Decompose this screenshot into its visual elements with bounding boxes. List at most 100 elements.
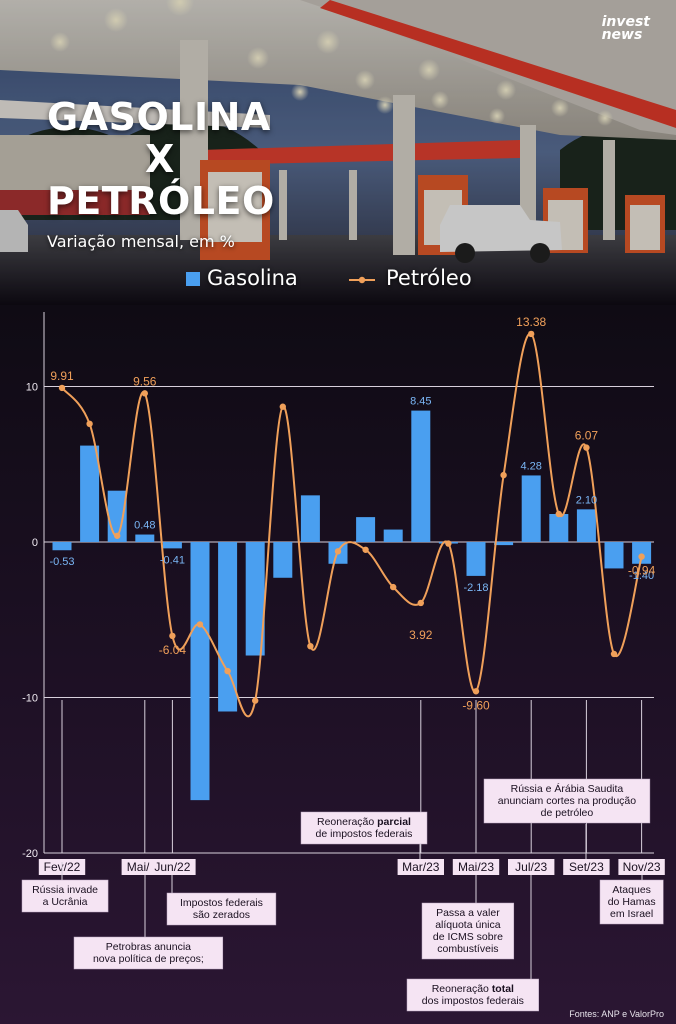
- annotation-text: a Ucrânia: [43, 896, 88, 908]
- gasolina-bar: [466, 542, 486, 576]
- x-tick-label: Jun/22: [154, 860, 190, 874]
- title-line-1: GASOLINA: [47, 95, 271, 139]
- gasolina-bar: [190, 542, 210, 801]
- petroleo-data-label: 6.07: [575, 429, 599, 443]
- annotation-box: [166, 892, 277, 926]
- gasolina-bar: [52, 542, 72, 551]
- petroleo-point: [555, 510, 562, 518]
- annotation-text-segment: Reoneração: [432, 983, 492, 995]
- annotation-text: combustíveis: [437, 943, 498, 955]
- gasolina-bar: [162, 542, 182, 549]
- petroleo-data-label: 9.56: [133, 374, 157, 388]
- annotation-text-segment: Reoneração: [317, 816, 377, 828]
- annotation-text: Passa a valer: [436, 907, 500, 919]
- petroleo-point: [500, 471, 507, 479]
- gasolina-data-label: -0.53: [49, 556, 74, 568]
- petroleo-data-label: 9.91: [50, 369, 74, 383]
- petroleo-point: [334, 548, 342, 555]
- gasolina-bar: [273, 542, 293, 578]
- x-tick-box: [149, 859, 196, 875]
- line-layer: [58, 330, 645, 718]
- x-tick-box: [563, 859, 610, 875]
- annotation-text: em Israel: [610, 908, 653, 920]
- brand-logo: invest news: [601, 14, 650, 43]
- petroleo-point: [362, 546, 369, 553]
- annotation-text-segment: total: [492, 983, 514, 995]
- annotation-text: Rússia invade: [32, 884, 98, 896]
- annotation-text: Ataques: [612, 884, 651, 896]
- gasolina-data-label: -1.40: [629, 570, 654, 582]
- annotation-text-segment: alíquota única: [435, 919, 501, 931]
- petroleo-point: [86, 420, 93, 428]
- x-tick-box: [508, 859, 555, 875]
- petroleo-point: [417, 599, 424, 607]
- petroleo-point: [472, 688, 480, 695]
- annotation-box: [73, 936, 224, 970]
- source-note: Fontes: ANP e ValorPro: [569, 1009, 664, 1019]
- annotation-text: Petrobras anuncia: [106, 941, 191, 953]
- gasolina-data-label: 2.10: [576, 494, 597, 506]
- gasolina-data-label: -2.18: [463, 582, 488, 594]
- gas-station-illustration: [0, 0, 676, 305]
- gasolina-data-label: 8.45: [410, 396, 431, 408]
- chart-area: 10 0 -10 -20 -0.53 0.48 -0.41 8.45 -2.18 4.28 2.1…: [21, 312, 665, 1012]
- subtitle: Variação mensal, em %: [47, 232, 235, 251]
- gasolina-data-label: 0.48: [134, 520, 155, 532]
- grid-layer: 10 0 -10 -20: [22, 312, 654, 860]
- x-tick-box: [452, 859, 500, 875]
- petroleo-point: [224, 667, 231, 675]
- gasolina-bar: [494, 542, 514, 546]
- annotation-text-segment: dos impostos federais: [422, 995, 524, 1007]
- annotation-text-segment: em Israel: [610, 908, 653, 920]
- annotation-text-segment: parcial: [377, 816, 411, 828]
- annotation-text-segment: Impostos federais: [180, 897, 263, 909]
- y-tick-label: 0: [32, 537, 38, 549]
- gasolina-bar: [549, 514, 569, 542]
- gasolina-bar: [521, 475, 541, 542]
- petroleo-data-label: -0.94: [628, 564, 656, 578]
- legend-label-petroleo: Petróleo: [386, 266, 472, 290]
- annotation-text: do Hamas: [608, 896, 656, 908]
- annotation-text-segment: anunciam cortes na produção: [498, 795, 636, 807]
- petroleo-point: [610, 650, 618, 658]
- gasolina-bar: [632, 542, 652, 564]
- x-tick-box: [618, 859, 665, 875]
- annotation-text: Reoneração parcial: [317, 816, 411, 828]
- x-tick-label: Mar/23: [402, 860, 440, 874]
- petroleo-data-label: 3.92: [409, 628, 433, 642]
- annotation-text-segment: nova política de preços;: [93, 953, 204, 965]
- petroleo-point: [638, 553, 645, 560]
- x-tick-label: Jul/23: [515, 860, 547, 874]
- annotation-text-segment: são zerados: [193, 909, 250, 921]
- annotation-box: [599, 879, 664, 925]
- x-tick-box: [397, 859, 444, 875]
- gas-station-photo: invest news GASOLINA X PETRÓLEO Variação…: [0, 0, 676, 305]
- label-layer: -0.53 0.48 -0.41 8.45 -2.18 4.28 2.10 -1.40 9.91…: [38, 315, 665, 875]
- petroleo-point: [528, 330, 535, 338]
- x-tick-label: Mai/23: [458, 860, 494, 874]
- gasolina-bar: [356, 517, 376, 542]
- annotation-text-segment: de impostos federais: [316, 828, 413, 840]
- legend-swatch-petroleo: [349, 276, 375, 284]
- legend-label-gasolina: Gasolina: [207, 266, 298, 290]
- petroleo-point: [279, 403, 286, 410]
- annotation-text: Reoneração total: [432, 983, 514, 995]
- annotation-box: [406, 978, 539, 1012]
- annotation-text-segment: Rússia invade: [32, 884, 98, 896]
- annotation-text-segment: do Hamas: [608, 896, 656, 908]
- petroleo-point: [252, 697, 259, 704]
- annotation-text: de ICMS sobre: [433, 931, 503, 943]
- annotation-text-segment: de ICMS sobre: [433, 931, 503, 943]
- petroleo-point: [390, 583, 397, 591]
- annotation-text: de petróleo: [541, 807, 594, 819]
- title-line-2: X: [145, 137, 175, 181]
- annotation-box: [483, 778, 651, 824]
- annotation-text: são zerados: [193, 909, 250, 921]
- gasolina-bar: [604, 542, 624, 569]
- annotation-text: nova política de preços;: [93, 953, 204, 965]
- gasolina-bar: [576, 509, 596, 542]
- annotation-text-segment: de petróleo: [541, 807, 594, 819]
- petroleo-point: [307, 642, 314, 650]
- annotation-text: alíquota única: [435, 919, 501, 931]
